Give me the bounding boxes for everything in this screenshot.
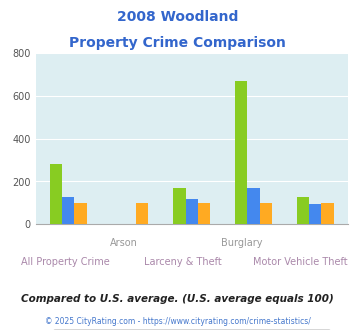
Bar — [173, 188, 186, 224]
Text: Larceny & Theft: Larceny & Theft — [144, 257, 222, 267]
Bar — [321, 203, 334, 224]
Text: Arson: Arson — [110, 238, 138, 248]
Text: Motor Vehicle Theft: Motor Vehicle Theft — [253, 257, 348, 267]
Bar — [297, 196, 309, 224]
Bar — [75, 203, 87, 224]
Legend: Woodland, North Carolina, National: Woodland, North Carolina, National — [53, 329, 330, 330]
Bar — [136, 203, 148, 224]
Bar — [50, 164, 62, 224]
Bar — [260, 203, 272, 224]
Bar — [235, 81, 247, 224]
Text: © 2025 CityRating.com - https://www.cityrating.com/crime-statistics/: © 2025 CityRating.com - https://www.city… — [45, 317, 310, 326]
Bar — [309, 204, 321, 224]
Text: All Property Crime: All Property Crime — [21, 257, 109, 267]
Bar — [198, 203, 210, 224]
Text: Property Crime Comparison: Property Crime Comparison — [69, 36, 286, 50]
Bar — [62, 196, 75, 224]
Text: Burglary: Burglary — [221, 238, 263, 248]
Bar — [247, 188, 260, 224]
Bar — [186, 199, 198, 224]
Text: 2008 Woodland: 2008 Woodland — [117, 10, 238, 24]
Text: Compared to U.S. average. (U.S. average equals 100): Compared to U.S. average. (U.S. average … — [21, 294, 334, 304]
